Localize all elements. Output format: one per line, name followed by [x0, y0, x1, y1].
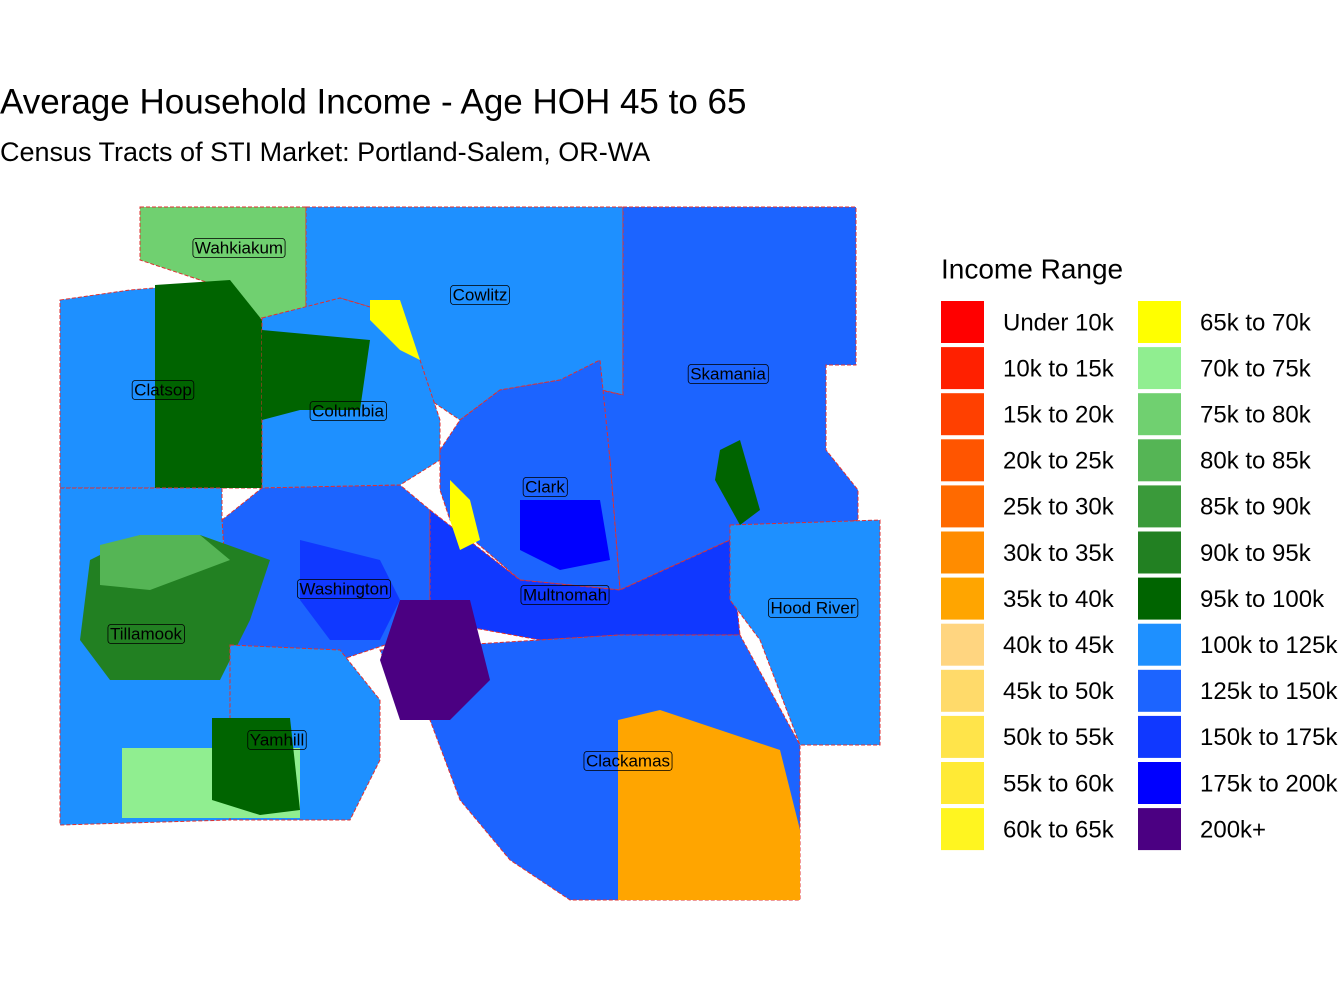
county-label: Hood River: [770, 598, 855, 617]
county-label-box: [768, 598, 859, 618]
map-region: [618, 710, 800, 900]
legend-swatch: [1138, 808, 1181, 851]
legend-label: 20k to 25k: [1003, 448, 1115, 475]
legend-swatch: [941, 393, 984, 436]
map-region: [520, 500, 610, 570]
legend-label: 100k to 125k: [1200, 632, 1338, 659]
legend-swatch: [1138, 301, 1181, 343]
legend-label: 10k to 15k: [1003, 355, 1115, 382]
map-region: [380, 600, 490, 720]
legend-label: 95k to 100k: [1200, 586, 1325, 613]
county-label-box: [131, 380, 195, 400]
map-region: [370, 300, 420, 360]
county-label: Yamhill: [250, 730, 304, 749]
legend-swatch: [941, 623, 984, 666]
subtitle: Census Tracts of STI Market: Portland-Sa…: [0, 137, 650, 167]
legend-swatch: [1138, 531, 1181, 574]
legend-label: 35k to 40k: [1003, 586, 1115, 613]
county-label-box: [309, 401, 387, 421]
legend-label: 65k to 70k: [1200, 309, 1312, 336]
map-regions: [59, 206, 881, 901]
county-label-box: [297, 579, 391, 599]
map-region: [155, 280, 262, 488]
legend-swatch: [1138, 715, 1181, 758]
legend-swatch: [941, 577, 984, 620]
title: Average Household Income - Age HOH 45 to…: [0, 82, 746, 121]
map-region: [262, 330, 370, 420]
map-region: [300, 540, 400, 640]
legend: Under 10k 10k to 15k 15k to 20k 20k to 25k 2…: [941, 301, 1338, 851]
county-label: Columbia: [312, 401, 384, 420]
county-label-box: [687, 364, 769, 384]
county-label: Skamania: [690, 364, 766, 383]
county-label: Wahkiakum: [195, 238, 283, 257]
legend-swatch: [1138, 577, 1181, 620]
county-label-box: [247, 730, 307, 750]
legend-swatch: [1138, 623, 1181, 666]
legend-label: 85k to 90k: [1200, 494, 1312, 521]
legend-swatch: [1138, 669, 1181, 712]
legend-swatch: [941, 439, 984, 482]
county-label: Tillamook: [110, 624, 183, 643]
map-region: [100, 535, 230, 590]
county-label-box: [192, 238, 286, 258]
legend-swatch: [1138, 762, 1181, 804]
county-label-box: [583, 751, 673, 771]
legend-label: 50k to 55k: [1003, 724, 1115, 751]
map-region: [305, 206, 624, 421]
county-label: Clackamas: [586, 751, 670, 770]
map-region: [729, 519, 881, 746]
legend-swatch: [1138, 347, 1181, 390]
county-label: Washington: [299, 579, 388, 598]
legend-label: 60k to 65k: [1003, 816, 1115, 843]
legend-label: 55k to 60k: [1003, 770, 1115, 797]
legend-label: 45k to 50k: [1003, 678, 1115, 705]
legend-label: 40k to 45k: [1003, 632, 1115, 659]
legend-label: 25k to 30k: [1003, 494, 1115, 521]
county-label: Clatsop: [134, 380, 192, 399]
legend-swatch: [941, 715, 984, 758]
county-label-box: [522, 477, 568, 497]
map-region: [715, 440, 760, 525]
legend-label: 150k to 175k: [1200, 724, 1338, 751]
legend-swatch: [941, 531, 984, 574]
legend-label: Under 10k: [1003, 309, 1115, 336]
legend-label: 175k to 200k: [1200, 770, 1338, 797]
legend-label: 200k+: [1200, 816, 1266, 843]
legend-swatch: [1138, 439, 1181, 482]
legend-label: 75k to 80k: [1200, 402, 1312, 429]
county-label: Cowlitz: [453, 285, 508, 304]
map-region: [450, 480, 480, 550]
legend-label: 80k to 85k: [1200, 448, 1312, 475]
map-region: [212, 718, 300, 815]
legend-title: Income Range: [941, 253, 1123, 284]
county-label: Multnomah: [523, 585, 607, 604]
county-label-box: [107, 624, 185, 644]
legend-swatch: [941, 808, 984, 851]
legend-label: 70k to 75k: [1200, 355, 1312, 382]
legend-swatch: [941, 485, 984, 528]
legend-label: 30k to 35k: [1003, 540, 1115, 567]
legend-label: 125k to 150k: [1200, 678, 1338, 705]
legend-swatch: [941, 347, 984, 390]
legend-swatch: [1138, 485, 1181, 528]
legend-label: 15k to 20k: [1003, 402, 1115, 429]
county-labels: Wahkiakum Cowlitz Clatsop Columbia Skamania C…: [107, 238, 859, 771]
legend-swatch: [941, 669, 984, 712]
county-label: Clark: [525, 477, 565, 496]
legend-label: 90k to 95k: [1200, 540, 1312, 567]
county-label-box: [520, 585, 610, 605]
legend-swatch: [941, 762, 984, 804]
legend-swatch: [941, 301, 984, 343]
county-label-box: [450, 285, 510, 305]
legend-swatch: [1138, 393, 1181, 436]
